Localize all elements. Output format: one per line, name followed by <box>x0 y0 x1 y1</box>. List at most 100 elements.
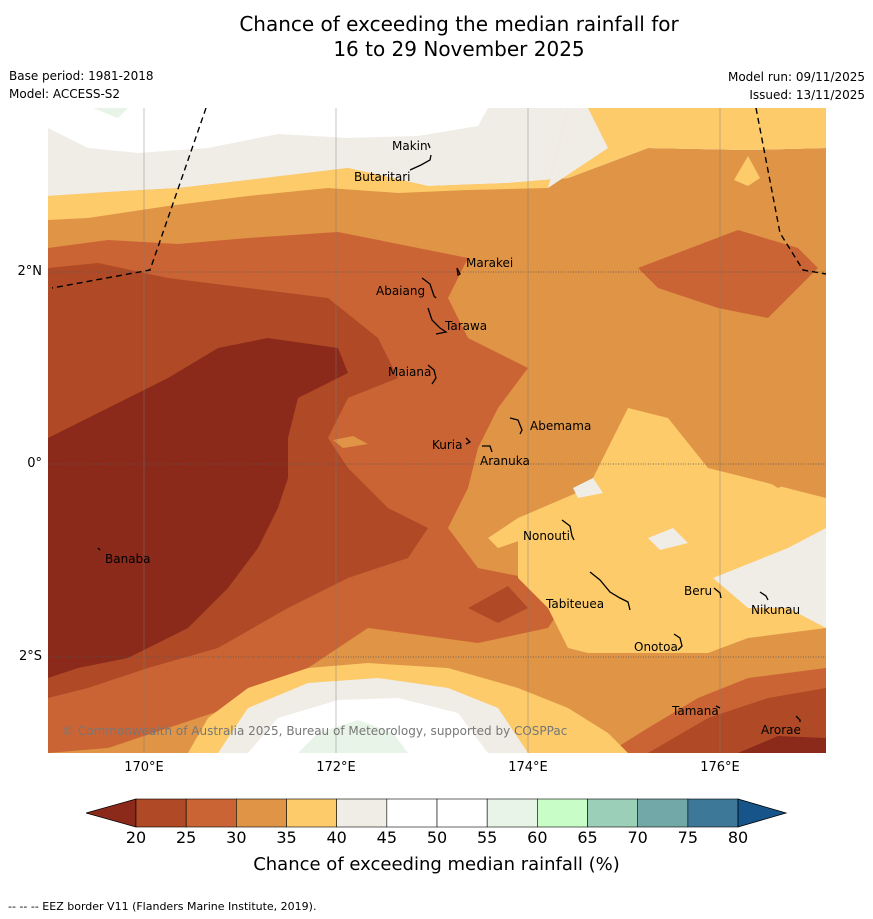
contour-55-60-south <box>298 720 408 753</box>
colorbar-tick-label: 60 <box>527 828 548 847</box>
contour-35-small <box>734 156 760 186</box>
lon-label-176: 176°E <box>700 760 740 775</box>
colorbar-tick-label: 80 <box>727 828 749 847</box>
lon-label-172: 172°E <box>316 760 356 775</box>
label-makin: Makin <box>392 139 428 153</box>
contour-40-45-patch-2 <box>648 528 688 550</box>
colorbar-tick-label: 45 <box>376 828 398 847</box>
island-nonouti <box>561 519 575 541</box>
contour-40-45-east <box>713 528 826 628</box>
copyright-text: © Commonwealth of Australia 2025, Bureau… <box>62 724 567 738</box>
colorbar-cells <box>135 798 739 828</box>
island-butaritari <box>409 154 432 171</box>
rainfall-map: Makin Butaritari Marakei Abaiang Tarawa … <box>48 108 826 753</box>
island-onotoa <box>673 633 683 651</box>
graticule <box>143 108 721 753</box>
island-outlines <box>97 142 801 722</box>
label-aranuka: Aranuka <box>480 454 530 468</box>
island-makin <box>427 142 431 149</box>
island-tabiteuea <box>589 571 631 611</box>
colorbar-tick-label: 55 <box>477 828 498 847</box>
contour-40-45-patch-1 <box>573 478 603 498</box>
contour-35-40-patch <box>488 518 528 548</box>
colorbar-label: Chance of exceeding median rainfall (%) <box>253 854 620 875</box>
label-marakei: Marakei <box>466 256 513 270</box>
contour-25-30-east <box>638 230 818 318</box>
contour-below-20-south <box>738 736 826 753</box>
lon-label-174: 174°E <box>508 760 548 775</box>
colorbar-high-arrow <box>737 798 788 828</box>
colorbar-cell <box>687 798 739 828</box>
contour-30-35-patch-east <box>738 428 826 488</box>
label-onotoa: Onotoa <box>634 640 678 654</box>
eez-border-east <box>755 108 826 275</box>
colorbar-cell <box>486 798 538 828</box>
model-run: Model run: 09/11/2025 <box>727 70 865 84</box>
colorbar-tick-label: 70 <box>627 828 648 847</box>
label-abemama: Abemama <box>530 419 591 433</box>
colorbar-tick-label: 25 <box>175 828 197 847</box>
contour-35-40-north <box>48 108 826 220</box>
label-nonouti: Nonouti <box>523 529 570 543</box>
colorbar-tick-label: 65 <box>577 828 598 847</box>
colorbar-low-arrow <box>86 798 137 828</box>
island-arorae <box>795 715 801 722</box>
colorbar-cell <box>336 798 388 828</box>
island-abemama <box>509 417 523 435</box>
colorbar-cell <box>386 798 438 828</box>
colorbar-cell <box>236 798 287 828</box>
lat-label-0: 0° <box>27 456 42 471</box>
label-kuria: Kuria <box>432 438 463 452</box>
colorbar-tick-label: 30 <box>226 828 247 847</box>
island-kuria <box>465 437 472 445</box>
label-banaba: Banaba <box>105 552 151 566</box>
lon-label-170: 170°E <box>124 760 164 775</box>
label-tamana: Tamana <box>671 704 719 718</box>
colorbar-cell <box>185 798 237 828</box>
contour-55-60-north <box>93 108 128 118</box>
colorbar-cell <box>587 798 638 828</box>
colorbar-cell <box>436 798 488 828</box>
label-beru: Beru <box>684 584 712 598</box>
label-butaritari: Butaritari <box>354 170 411 184</box>
island-beru <box>713 587 722 599</box>
colorbar-tick-label: 50 <box>426 828 448 847</box>
title-line-1: Chance of exceeding the median rainfall … <box>239 12 679 36</box>
label-arorae: Arorae <box>761 723 801 737</box>
lat-label-2n: 2°N <box>17 264 43 279</box>
contour-40-north-patch <box>548 108 608 188</box>
contour-20-25-patch <box>468 586 528 623</box>
label-maiana: Maiana <box>388 365 431 379</box>
colorbar-tick-label: 75 <box>677 828 699 847</box>
contour-small-patch <box>333 436 368 448</box>
contour-35-ne <box>748 108 826 128</box>
model-name: Model: ACCESS-S2 <box>9 87 121 101</box>
colorbar-tick-label: 20 <box>125 828 147 847</box>
label-tabiteuea: Tabiteuea <box>545 597 604 611</box>
lat-lines <box>48 271 826 658</box>
island-maiana <box>427 364 437 385</box>
contour-below-20 <box>48 338 348 678</box>
colorbar-cell <box>537 798 588 828</box>
island-abaiang <box>421 277 437 299</box>
island-nikunau <box>759 591 769 601</box>
title-line-2: 16 to 29 November 2025 <box>333 37 585 61</box>
issued-date: Issued: 13/11/2025 <box>749 88 865 102</box>
colorbar-cell <box>135 798 187 828</box>
colorbar-tick-label: 40 <box>326 828 347 847</box>
label-tarawa: Tarawa <box>444 319 487 333</box>
lat-label-2s: 2°S <box>18 649 42 664</box>
label-nikunau: Nikunau <box>751 603 800 617</box>
eez-footnote: -- -- -- EEZ border V11 (Flanders Marine… <box>8 900 317 913</box>
label-abaiang: Abaiang <box>376 284 425 298</box>
colorbar-tick-label: 35 <box>276 828 297 847</box>
island-tamana <box>715 705 721 709</box>
island-tarawa <box>427 307 448 335</box>
eez-border-west <box>51 108 207 289</box>
island-banaba <box>97 547 101 551</box>
colorbar-cell <box>637 798 689 828</box>
colorbar <box>86 798 788 828</box>
map-title: Chance of exceeding the median rainfall … <box>0 12 873 62</box>
island-marakei <box>456 267 461 276</box>
base-period: Base period: 1981-2018 <box>9 69 154 83</box>
